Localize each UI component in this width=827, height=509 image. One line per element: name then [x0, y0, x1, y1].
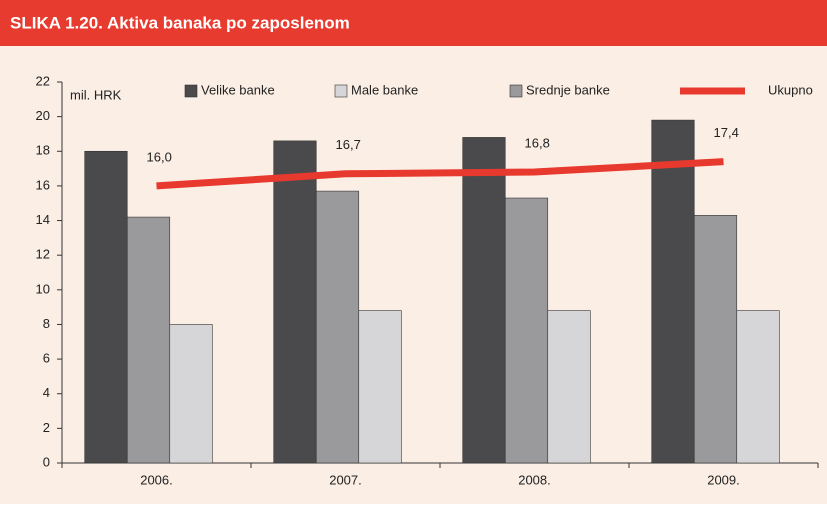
- legend-label: Male banke: [351, 82, 418, 97]
- chart-title: SLIKA 1.20. Aktiva banaka po zaposlenom: [10, 13, 350, 32]
- legend-swatch: [184, 84, 198, 98]
- legend-label: Ukupno: [768, 82, 813, 97]
- bar: [736, 310, 780, 464]
- y-axis-label: mil. HRK: [70, 87, 122, 102]
- legend-label: Velike banke: [201, 82, 275, 97]
- line: [156, 158, 724, 190]
- bar: [358, 310, 402, 464]
- y-tick-label: 8: [43, 316, 50, 331]
- y-tick-label: 10: [36, 281, 50, 296]
- bar: [273, 140, 317, 464]
- bar: [126, 216, 171, 464]
- x-tick-label: 2008.: [518, 472, 551, 487]
- bar: [547, 310, 591, 464]
- legend-swatch: [334, 84, 348, 98]
- legend-swatch: [509, 84, 523, 98]
- y-tick-label: 0: [43, 454, 50, 469]
- y-tick-label: 14: [36, 212, 50, 227]
- y-tick-label: 16: [36, 177, 50, 192]
- legend-label: Srednje banke: [526, 82, 610, 97]
- y-tick-label: 6: [43, 351, 50, 366]
- bar: [462, 137, 506, 464]
- y-tick-label: 2: [43, 420, 50, 435]
- x-tick-label: 2009.: [707, 472, 740, 487]
- bar: [651, 119, 695, 464]
- title-bar: [0, 0, 827, 46]
- x-tick-label: 2006.: [140, 472, 173, 487]
- data-label: 16,8: [525, 135, 550, 150]
- data-label: 16,0: [147, 149, 172, 164]
- bar: [315, 190, 360, 464]
- bar: [504, 197, 549, 464]
- y-tick-label: 4: [43, 385, 50, 400]
- x-tick-label: 2007.: [329, 472, 362, 487]
- y-tick-label: 20: [36, 108, 50, 123]
- bar: [169, 324, 213, 464]
- y-tick-label: 12: [36, 247, 50, 262]
- bar: [84, 150, 128, 464]
- bar: [693, 215, 738, 464]
- y-tick-label: 18: [36, 143, 50, 158]
- data-label: 17,4: [714, 125, 739, 140]
- data-label: 16,7: [336, 137, 361, 152]
- y-tick-label: 22: [36, 73, 50, 88]
